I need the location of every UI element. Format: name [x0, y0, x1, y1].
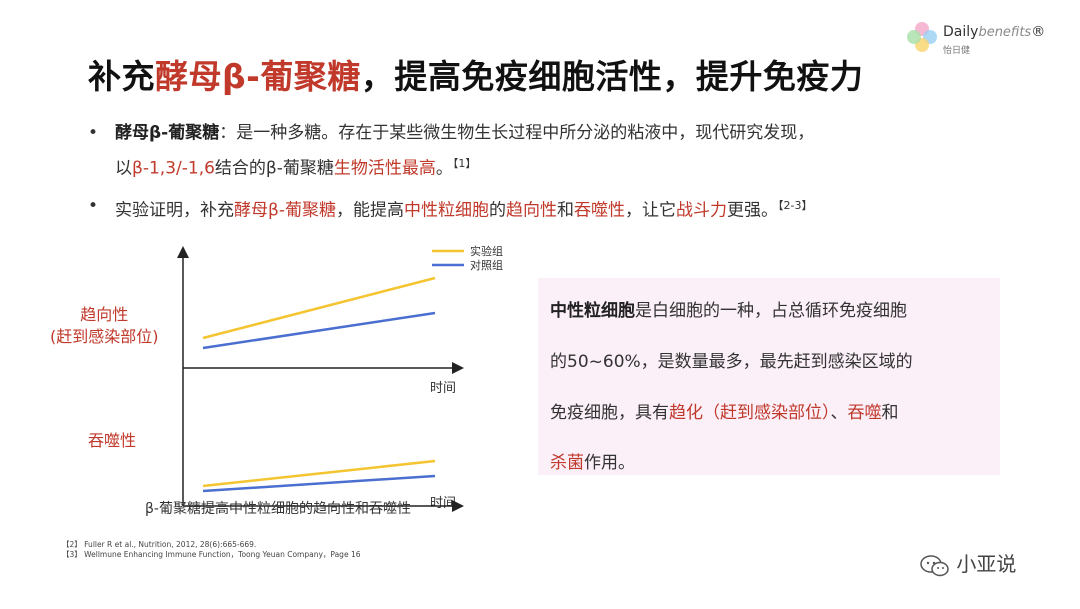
logo-flower-icon: [907, 22, 937, 52]
reference-2: 【2】 Fuller R et al., Nutrition, 2012, 28…: [62, 540, 257, 549]
brand-logo: Dailybenefits® 怡日健: [905, 18, 1045, 58]
panel1-xlabel: 时间: [430, 381, 457, 396]
info-box: 中性粒细胞是白细胞的一种，占总循环免疫细胞 的50~60%，是数量最多，最先赶到…: [538, 278, 1000, 475]
reference-3: 【3】 Wellmune Enhancing Immune Function，T…: [62, 550, 361, 559]
bullet-dot-icon: •: [88, 123, 99, 143]
ref-1: 【1】: [452, 157, 477, 170]
chart-area: 趋向性 (赶到感染部位) 吞噬性 时间 时间 实验组 对照组: [0, 240, 520, 530]
term-glucan: 酵母β-葡聚糖: [115, 123, 220, 143]
page-title: 补充酵母β-葡聚糖，提高免疫细胞活性，提升免疫力: [88, 57, 864, 96]
panel1-series-control-line: [202, 311, 436, 350]
panel2-xlabel: 时间: [430, 496, 457, 511]
references: 【2】 Fuller R et al., Nutrition, 2012, 28…: [62, 540, 361, 560]
logo-subtext: 怡日健: [943, 46, 971, 56]
legend-experiment-label: 实验组: [470, 244, 503, 258]
panel2-series-experiment-line: [202, 459, 436, 488]
legend-control-label: 对照组: [470, 258, 503, 272]
panel1-series-experiment-line: [202, 276, 436, 340]
wechat-icon: [920, 554, 949, 576]
panel2-series-control-line: [202, 474, 436, 493]
panel1-ylabel: 趋向性 (赶到感染部位): [50, 305, 159, 346]
bullet-1-line-2: 以β-1,3/-1,6结合的β-葡聚糖生物活性最高。【1】: [115, 157, 477, 179]
info-line-4: 杀菌作用。: [550, 453, 635, 473]
info-line-2: 的50~60%，是数量最多，最先赶到感染区域的: [550, 352, 913, 372]
bullet-dot-icon: •: [88, 196, 99, 216]
logo-brand-text: Dailybenefits®: [943, 24, 1046, 40]
info-line-1: 中性粒细胞是白细胞的一种，占总循环免疫细胞: [550, 301, 907, 321]
watermark: 小亚说: [920, 548, 1016, 578]
line-chart-svg: 实验组 对照组: [177, 244, 503, 512]
watermark-text: 小亚说: [956, 552, 1017, 576]
ref-2-3: 【2-3】: [777, 199, 813, 212]
panel2-ylabel: 吞噬性: [88, 431, 137, 450]
info-line-3: 免疫细胞，具有趋化（赶到感染部位）、吞噬和: [550, 403, 899, 423]
chart-caption: β-葡聚糖提高中性粒细胞的趋向性和吞噬性: [145, 501, 411, 517]
